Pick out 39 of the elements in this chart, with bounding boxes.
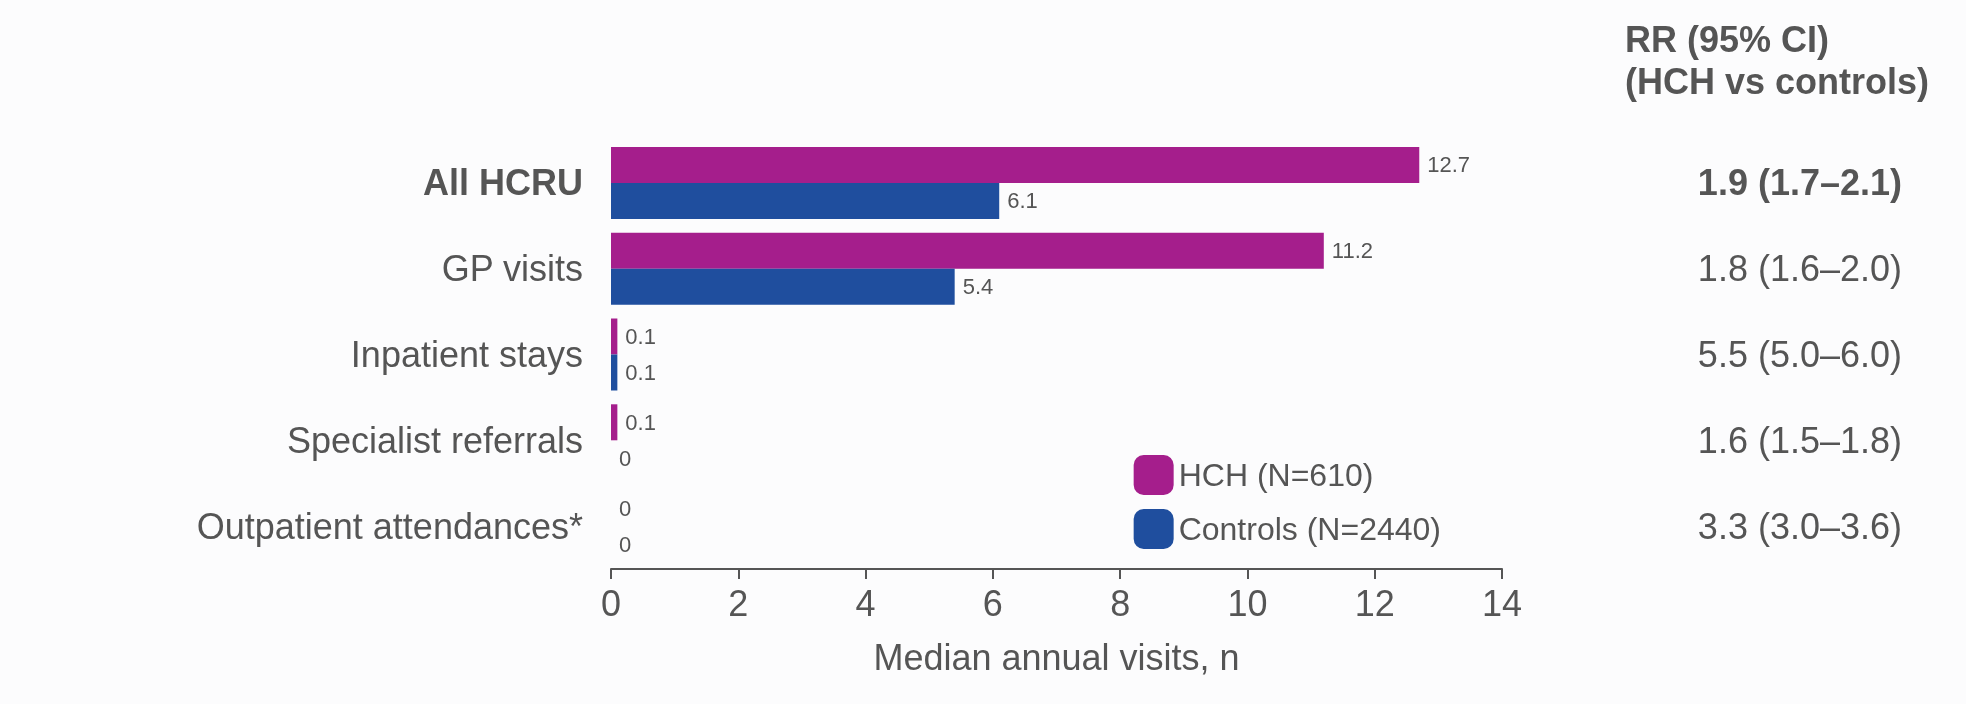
text: 5.5 (5.0–6.0) [1697,334,1902,375]
data-label: 11.2 [1331,238,1373,264]
legend-label: Controls (N=2440) [1178,511,1441,547]
y-tick-label: GP visits [441,248,583,290]
x-tick-label: 12 [1354,582,1395,624]
data-label: 6.1 [1007,188,1038,214]
x-tick-label: 14 [1481,582,1523,624]
data-label: 12.7 [1427,152,1471,178]
text: 1.8 (1.6–2.0) [1697,248,1902,290]
data-label: 5.4 [962,274,994,300]
x-tick-label: 10 [1227,582,1268,624]
bar [611,318,618,355]
bar [611,354,618,391]
text: RR (95% CI) (HCH vs controls) [1625,18,1930,102]
x-tick-label: 2 [728,582,749,624]
text: 1.6 (1.5–1.8) [1697,419,1902,461]
y-tick-label: All HCRU [423,162,583,204]
bar [611,232,1324,269]
x-tick-label: 0 [600,582,622,624]
bar [611,404,618,441]
bar [611,182,1000,219]
data-label: 0.1 [625,324,656,349]
text: 1.9 (1.7–2.1) [1697,162,1902,204]
data-label: 0 [619,495,632,521]
x-tick-label: 4 [855,582,876,624]
data-label: 0.1 [625,409,656,435]
y-tick-label: Outpatient attendances* [196,505,583,547]
data-label: 0.1 [625,360,656,385]
bar [611,146,1420,183]
bar [611,268,955,305]
data-label: 0 [619,531,632,557]
x-axis-title: Median annual visits, n [873,636,1240,678]
text: 3.3 (3.0–3.6) [1697,505,1902,547]
y-tick-label: Inpatient stays [350,334,583,375]
x-tick-label: 6 [982,582,1003,624]
y-tick-label: Specialist referrals [286,419,583,461]
legend-label: HCH (N=610) [1178,457,1374,493]
x-tick-label: 8 [1110,582,1131,624]
data-label: 0 [619,445,632,471]
